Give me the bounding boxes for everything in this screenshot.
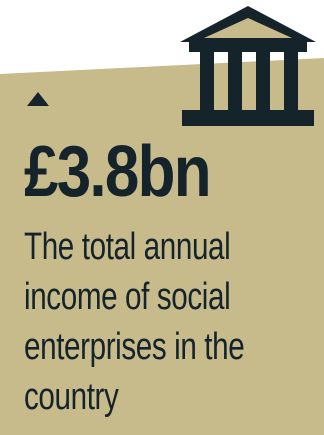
stat-description-line: enterprises in the xyxy=(24,322,258,372)
arrow-up-icon xyxy=(27,92,49,106)
stat-description-line: country xyxy=(24,372,258,422)
stat-description-line: The total annual xyxy=(24,222,258,272)
bank-icon xyxy=(176,4,320,128)
stat-value: £3.8bn xyxy=(24,128,210,216)
stat-description-line: income of social xyxy=(24,272,258,322)
stat-description: The total annual income of social enterp… xyxy=(24,222,258,422)
